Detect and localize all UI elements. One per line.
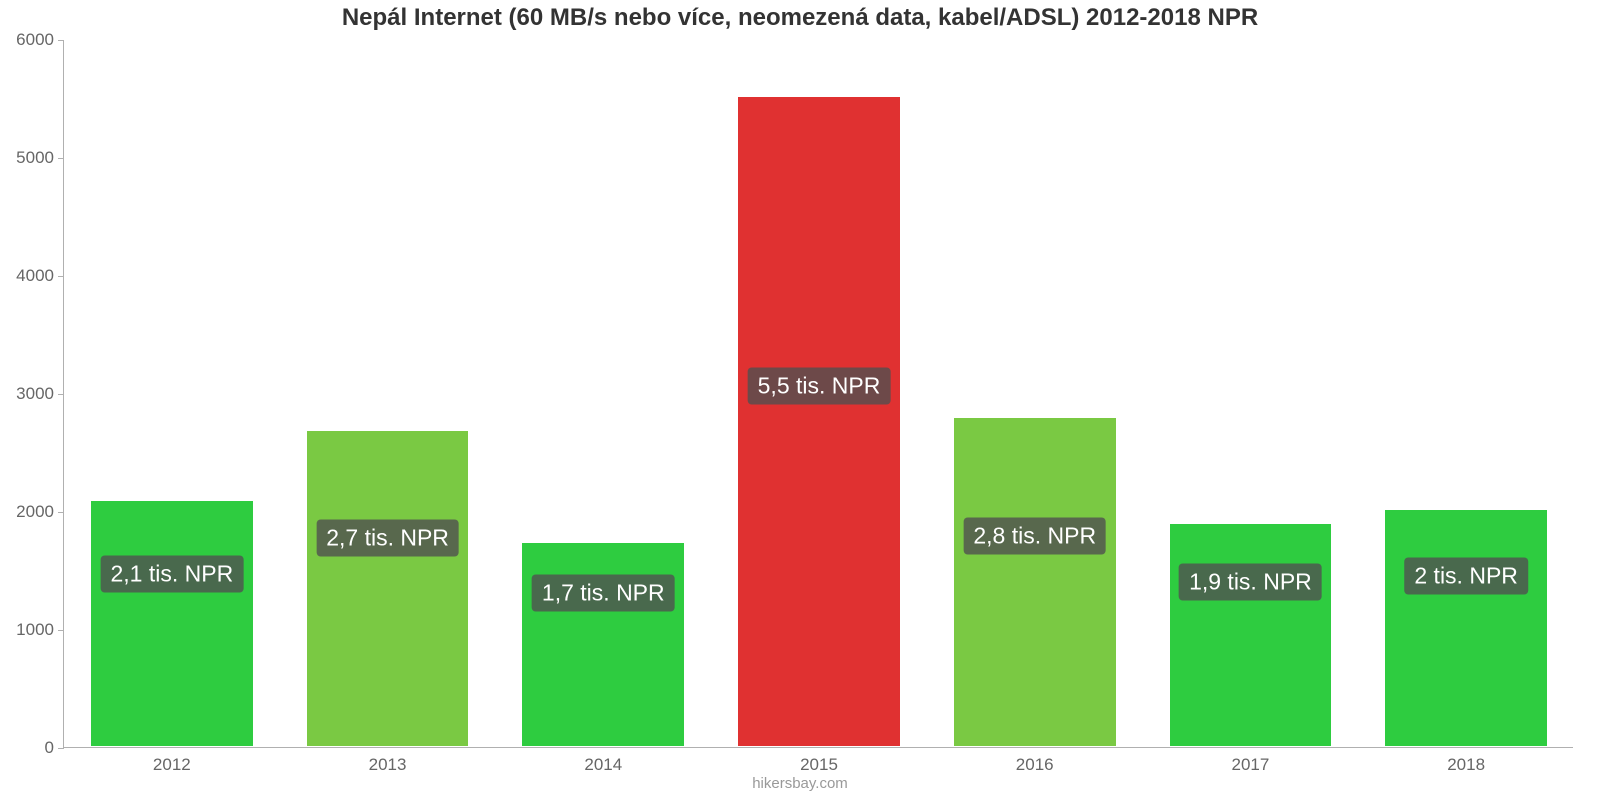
plot-area: 01000200030004000500060002,1 tis. NPR201… <box>63 40 1573 748</box>
bar <box>1385 510 1547 746</box>
bar-value-label: 5,5 tis. NPR <box>748 367 891 404</box>
bar <box>91 501 253 746</box>
x-tick-label: 2015 <box>800 747 838 775</box>
x-tick-label: 2017 <box>1232 747 1270 775</box>
y-tick-label: 3000 <box>16 384 64 404</box>
x-tick-label: 2018 <box>1447 747 1485 775</box>
y-tick-label: 2000 <box>16 502 64 522</box>
y-tick-label: 6000 <box>16 30 64 50</box>
bar-value-label: 1,7 tis. NPR <box>532 575 675 612</box>
bar <box>307 431 469 746</box>
bar <box>522 543 684 746</box>
bar <box>738 97 900 746</box>
bar-value-label: 2,1 tis. NPR <box>100 555 243 592</box>
y-tick-label: 1000 <box>16 620 64 640</box>
y-tick-label: 0 <box>45 738 64 758</box>
bar-value-label: 2,8 tis. NPR <box>963 517 1106 554</box>
y-tick-label: 5000 <box>16 148 64 168</box>
x-tick-label: 2013 <box>369 747 407 775</box>
chart-wrap: 0 1000 2000 3000 4000 5000 6000 2,1 tis. NPR 201… <box>0 0 1600 800</box>
bar-value-label: 2,7 tis. NPR <box>316 519 459 556</box>
bar-value-label: 1,9 tis. NPR <box>1179 563 1322 600</box>
x-tick-label: 2016 <box>1016 747 1054 775</box>
x-tick-label: 2012 <box>153 747 191 775</box>
chart-footer: hikersbay.com <box>752 775 848 792</box>
bar <box>1170 524 1332 746</box>
y-tick-label: 4000 <box>16 266 64 286</box>
bar-value-label: 2 tis. NPR <box>1404 557 1528 594</box>
bar <box>954 418 1116 746</box>
x-tick-label: 2014 <box>584 747 622 775</box>
